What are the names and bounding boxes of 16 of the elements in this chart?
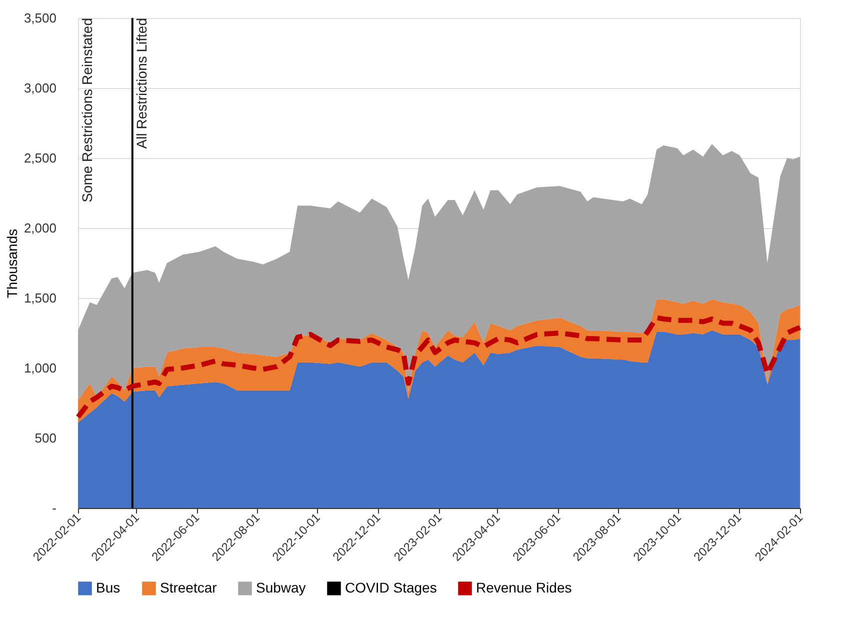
y-axis-title: Thousands bbox=[4, 228, 20, 298]
y-tick-label: 2,000 bbox=[24, 220, 56, 236]
legend-label: Bus bbox=[96, 579, 120, 596]
y-tick-label: 500 bbox=[34, 430, 56, 446]
y-tick-label: 3,000 bbox=[24, 80, 56, 96]
y-tick-label: - bbox=[52, 500, 56, 516]
legend-label: COVID Stages bbox=[345, 579, 437, 596]
legend-label: Subway bbox=[256, 579, 306, 596]
y-tick-label: 2,500 bbox=[24, 150, 56, 166]
annotation: Some Restrictions Reinstated bbox=[79, 18, 95, 202]
y-tick-label: 1,500 bbox=[24, 290, 56, 306]
y-tick-label: 3,500 bbox=[24, 10, 56, 26]
annotation: All Restrictions Lifted bbox=[133, 18, 150, 149]
legend-label: Streetcar bbox=[160, 579, 218, 596]
y-tick-label: 1,000 bbox=[24, 360, 56, 376]
legend-label: Revenue Rides bbox=[476, 579, 572, 596]
